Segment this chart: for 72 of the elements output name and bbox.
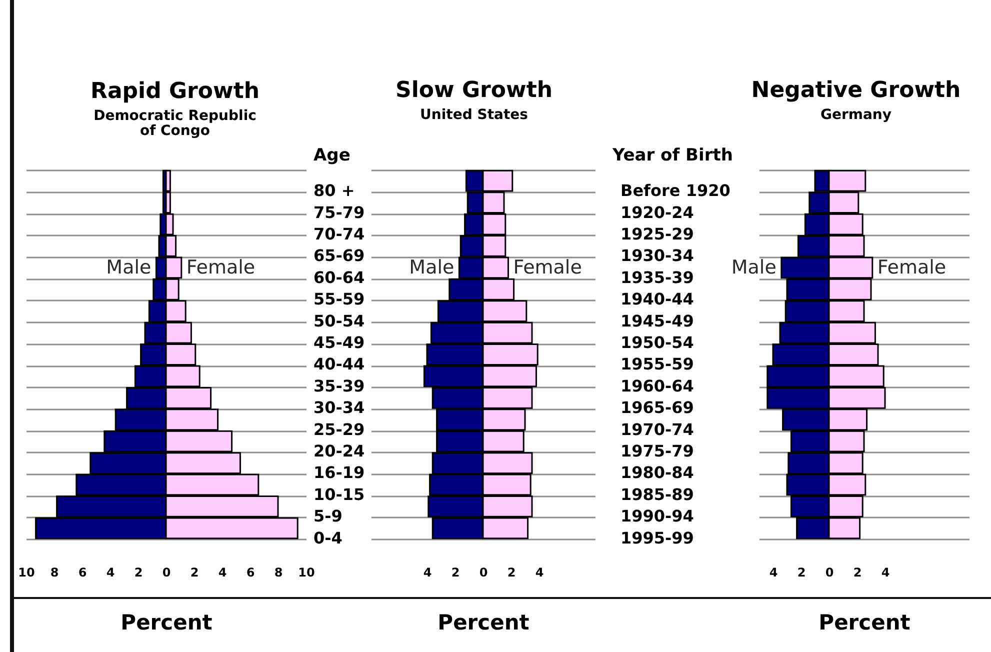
x-tick-label: 4	[423, 566, 432, 580]
x-axis-title: Percent	[438, 610, 530, 634]
series-label: Female	[513, 256, 582, 279]
y-tick-label: 50-54	[314, 311, 365, 330]
y-tick-label: 1970-74	[620, 420, 694, 439]
y-tick-label: 1990-94	[620, 506, 694, 526]
x-axis-title: Percent	[120, 610, 212, 634]
y-tick-label: 1925-29	[620, 224, 694, 244]
series-label: Male	[731, 256, 776, 279]
x-tick-label: 0	[162, 566, 171, 580]
x-tick-label: 8	[50, 566, 59, 580]
series-label: Female	[877, 256, 946, 279]
y-tick-label: Before 1920	[620, 181, 730, 200]
series-label: Male	[409, 256, 454, 279]
y-tick-label: 16-19	[314, 463, 365, 482]
x-tick-label: 4	[881, 566, 890, 580]
y-tick-label: 1945-49	[620, 311, 694, 330]
x-tick-label: 4	[769, 566, 778, 580]
x-tick-label: 4	[535, 566, 544, 580]
x-tick-label: 10	[18, 566, 35, 580]
chart-title: Rapid Growth	[90, 78, 260, 104]
x-tick-label: 2	[853, 566, 862, 580]
y-tick-label: 1920-24	[620, 202, 694, 222]
y-tick-label: 1965-69	[620, 398, 694, 418]
y-axis-title: Age	[314, 146, 350, 166]
y-tick-label: 1935-39	[620, 268, 694, 287]
y-tick-label: 75-79	[314, 202, 365, 222]
y-tick-label: 45-49	[314, 332, 365, 352]
x-tick-label: 6	[78, 566, 87, 580]
chart-subtitle: Democratic Republic of Congo	[94, 108, 256, 139]
y-tick-label: 70-74	[314, 224, 365, 244]
y-tick-label: 55-59	[314, 290, 365, 309]
y-tick-label: 20-24	[314, 442, 365, 461]
y-tick-label: 25-29	[314, 420, 365, 439]
y-tick-label: 1940-44	[620, 290, 694, 309]
y-tick-label: 80 +	[314, 181, 355, 200]
y-tick-label: 40-44	[314, 354, 365, 374]
y-tick-label: 1995-99	[620, 528, 694, 548]
x-axis-title: Percent	[818, 610, 910, 634]
y-tick-label: 1950-54	[620, 332, 694, 352]
y-tick-label: 1955-59	[620, 354, 694, 374]
y-tick-label: 1975-79	[620, 442, 694, 461]
chart-subtitle: Germany	[820, 107, 892, 123]
y-tick-label: 60-64	[314, 268, 365, 287]
y-tick-label: 10-15	[314, 484, 365, 504]
y-tick-label: 65-69	[314, 246, 365, 266]
chart-title: Slow Growth	[395, 78, 553, 103]
x-tick-label: 10	[298, 566, 315, 580]
x-tick-label: 0	[825, 566, 834, 580]
y-tick-label: 1985-89	[620, 484, 694, 504]
x-tick-label: 2	[797, 566, 806, 580]
y-tick-label: 1960-64	[620, 376, 694, 396]
x-tick-label: 0	[479, 566, 488, 580]
y-tick-label: 30-34	[314, 398, 365, 418]
x-tick-label: 2	[451, 566, 460, 580]
y-tick-label: 1930-34	[620, 246, 694, 266]
x-tick-label: 8	[274, 566, 283, 580]
chart-subtitle: United States	[420, 107, 528, 123]
y-tick-label: 5-9	[314, 506, 342, 526]
series-label: Male	[106, 256, 152, 279]
x-tick-label: 6	[246, 566, 255, 580]
y-axis-title: Year of Birth	[612, 146, 733, 166]
x-tick-label: 2	[507, 566, 516, 580]
chart-title: Negative Growth	[751, 78, 961, 103]
x-tick-label: 2	[190, 566, 199, 580]
y-tick-label: 1980-84	[620, 463, 694, 482]
x-tick-label: 4	[218, 566, 227, 580]
x-tick-label: 4	[106, 566, 115, 580]
y-tick-label: 35-39	[314, 376, 365, 396]
y-tick-label: 0-4	[314, 528, 342, 548]
series-label: Female	[186, 256, 256, 279]
x-tick-label: 2	[134, 566, 143, 580]
